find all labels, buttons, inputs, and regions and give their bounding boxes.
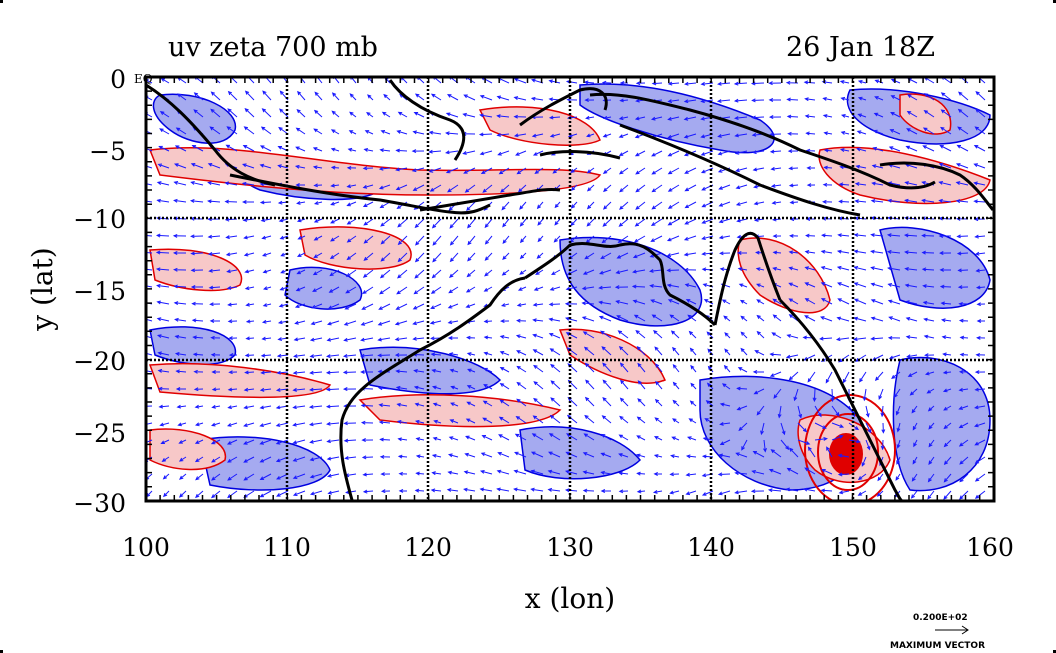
wind-vector-arrows bbox=[146, 77, 986, 500]
vector-ref-value: 0.200E+02 bbox=[913, 613, 968, 623]
corner-label-eq: EQ bbox=[134, 72, 153, 86]
pos-region-11 bbox=[899, 93, 952, 135]
vortex-ring-2 bbox=[817, 413, 879, 491]
neg-region-10 bbox=[892, 356, 991, 492]
y-tick-label: −20 bbox=[73, 347, 126, 376]
coast-lesser-sunda bbox=[419, 188, 561, 212]
coast-new-guinea bbox=[589, 92, 936, 190]
y-tick-labels: 0 −5 −10 −15 −20 −25 −30 bbox=[73, 65, 126, 518]
coast-timor bbox=[539, 150, 621, 160]
chart-title-left: uv zeta 700 mb bbox=[168, 32, 378, 63]
vector-ref-arrowhead bbox=[961, 625, 969, 635]
frame-minor-ticks bbox=[145, 76, 995, 502]
pos-region-7 bbox=[149, 428, 227, 471]
y-tick-label: −5 bbox=[89, 137, 126, 166]
y-tick-label: −30 bbox=[73, 489, 126, 518]
coast-sulawesi bbox=[519, 87, 608, 127]
x-tick-label: 100 bbox=[122, 533, 170, 562]
frame-ticks bbox=[145, 76, 995, 502]
y-tick-label: 0 bbox=[110, 65, 126, 94]
pos-region-8 bbox=[737, 237, 831, 314]
plot-area bbox=[146, 77, 994, 501]
coast-borneo bbox=[388, 79, 466, 161]
vector-legend: 0.200E+02 MAXIMUM VECTOR bbox=[890, 613, 985, 651]
chart-title-right: 26 Jan 18Z bbox=[786, 32, 935, 63]
coastlines bbox=[146, 79, 994, 501]
coast-aus-northwest bbox=[339, 276, 526, 501]
y-tick-label: −10 bbox=[73, 205, 126, 234]
vector-ref-label: MAXIMUM VECTOR bbox=[890, 641, 985, 651]
x-tick-labels: 100 110 120 130 140 150 160 bbox=[122, 533, 1014, 562]
coast-png-south bbox=[619, 123, 861, 217]
coast-cape-york bbox=[713, 231, 782, 326]
intense-vortex bbox=[804, 394, 896, 501]
x-axis-label: x (lon) bbox=[525, 582, 615, 615]
y-axis-label: y (lat) bbox=[26, 247, 59, 331]
x-tick-label: 160 bbox=[966, 533, 1014, 562]
y-tick-label: −25 bbox=[73, 419, 126, 448]
pos-region-9 bbox=[818, 146, 991, 205]
frame-corner-mark bbox=[1053, 650, 1056, 653]
vortex-ring-1 bbox=[804, 394, 896, 501]
pos-region-12 bbox=[558, 328, 666, 384]
neg-region-12 bbox=[879, 226, 991, 309]
coast-aus-east bbox=[778, 298, 903, 501]
x-tick-label: 140 bbox=[687, 533, 735, 562]
x-tick-label: 120 bbox=[404, 533, 452, 562]
frame-corner-mark bbox=[0, 650, 3, 653]
coast-aus-north bbox=[524, 242, 717, 327]
x-tick-label: 150 bbox=[829, 533, 877, 562]
y-tick-label: −15 bbox=[73, 277, 126, 306]
frame-corner-mark bbox=[1053, 0, 1056, 3]
grid-lines bbox=[146, 77, 994, 501]
x-tick-label: 110 bbox=[263, 533, 311, 562]
pos-region-6 bbox=[358, 394, 562, 428]
coast-png-east bbox=[879, 161, 994, 211]
x-tick-label: 130 bbox=[546, 533, 594, 562]
frame-corner-mark bbox=[0, 0, 3, 3]
neg-region-6 bbox=[284, 266, 363, 310]
wind-vectors bbox=[146, 77, 986, 500]
